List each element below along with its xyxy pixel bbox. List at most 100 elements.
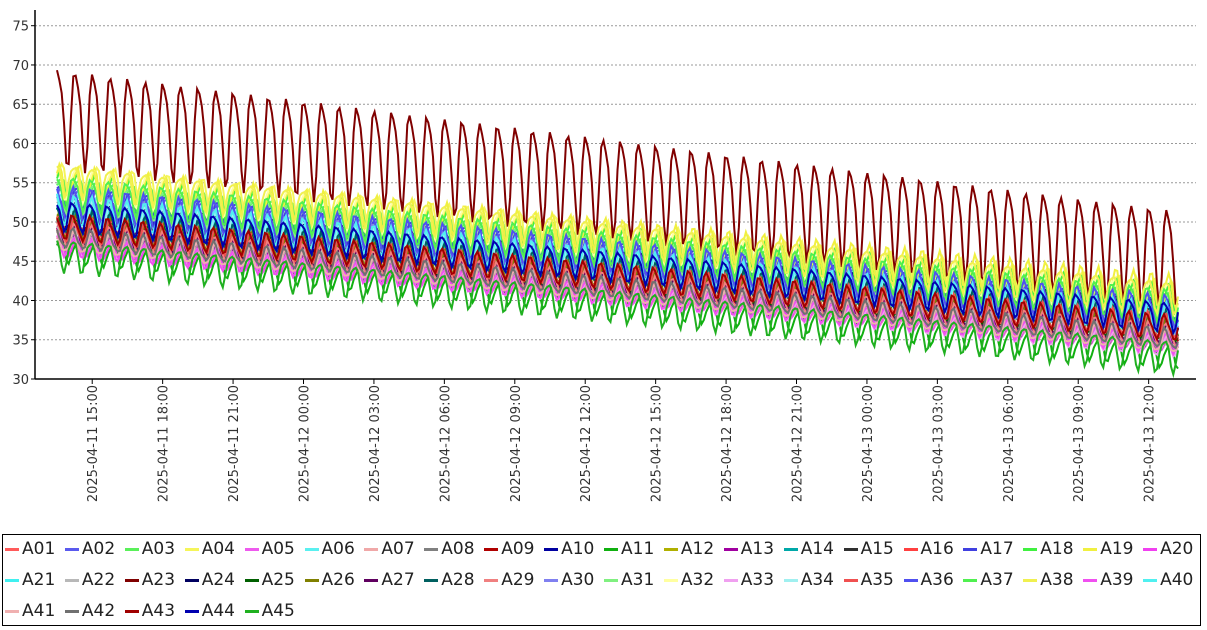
legend-swatch: [124, 578, 139, 582]
legend-item-a37: A37: [963, 570, 1014, 590]
legend-swatch: [783, 578, 798, 582]
y-tick-label: 55: [12, 177, 29, 192]
legend-label: A30: [561, 570, 595, 590]
legend-item-a21: A21: [5, 570, 55, 590]
y-tick-label: 35: [12, 334, 29, 349]
legend-swatch: [1023, 547, 1038, 551]
legend-item-a22: A22: [64, 570, 116, 590]
legend-label: A21: [22, 570, 56, 590]
legend-swatch: [304, 578, 319, 582]
y-tick-label: 45: [12, 255, 29, 270]
legend-label: A45: [261, 601, 295, 621]
series-line-a23: [56, 69, 1179, 309]
legend-item-a03: A03: [124, 539, 176, 559]
legend-item-a14: A14: [783, 539, 834, 559]
legend-swatch: [424, 547, 439, 551]
legend-label: A16: [920, 539, 954, 559]
legend-item-a33: A33: [723, 570, 775, 590]
series-line-a35: [56, 214, 1179, 341]
legend-label: A35: [860, 570, 894, 590]
legend-label: A22: [81, 570, 116, 590]
legend-label: A25: [261, 570, 295, 590]
legend-swatch: [184, 547, 199, 551]
legend-swatch: [484, 578, 499, 582]
legend-item-a39: A39: [1083, 570, 1133, 590]
legend-item-a16: A16: [903, 539, 954, 559]
legend-item-a15: A15: [843, 539, 894, 559]
legend-item-a43: A43: [124, 601, 175, 621]
x-tick-label: 2025-04-13 06:00: [1002, 385, 1017, 502]
x-tick-label: 2025-04-11 21:00: [227, 385, 242, 502]
legend-label: A37: [980, 570, 1014, 590]
legend-swatch: [604, 578, 618, 582]
axes: 30 35 40 45 50 55 60 65 70 75 2025-04-11 15:00 2025…: [12, 10, 1196, 502]
x-tick-label: 2025-04-12 18:00: [720, 385, 735, 502]
legend-item-a07: A07: [364, 539, 415, 559]
x-tick-label: 2025-04-12 15:00: [650, 385, 665, 502]
legend-item-a27: A27: [364, 570, 415, 590]
legend-item-a09: A09: [484, 539, 534, 559]
legend-item-a08: A08: [424, 539, 475, 559]
legend-swatch: [364, 547, 379, 551]
legend-item-a34: A34: [783, 570, 834, 590]
legend-swatch: [843, 578, 858, 582]
legend-swatch: [424, 578, 439, 582]
legend-item-a17: A17: [963, 539, 1014, 559]
legend-label: A33: [740, 570, 775, 590]
legend-label: A31: [621, 570, 655, 590]
y-tick-label: 30: [12, 373, 29, 388]
legend-label: A36: [920, 570, 954, 590]
legend-swatch: [963, 547, 978, 551]
legend-swatch: [244, 578, 259, 582]
legend-swatch: [1083, 547, 1098, 551]
legend-item-a32: A32: [663, 570, 715, 590]
legend-label: A28: [441, 570, 475, 590]
legend-item-a24: A24: [184, 570, 235, 590]
x-tick-label: 2025-04-12 12:00: [579, 385, 594, 502]
legend-label: A08: [441, 539, 475, 559]
x-tick-label: 2025-04-12 03:00: [368, 385, 383, 502]
legend-swatch: [5, 609, 19, 613]
legend-label: A27: [381, 570, 415, 590]
legend-label: A03: [141, 539, 176, 559]
legend-swatch: [1143, 547, 1158, 551]
legend-swatch: [184, 609, 199, 613]
x-tick-label: 2025-04-11 18:00: [157, 385, 172, 502]
legend-label: A32: [680, 570, 715, 590]
legend-item-a20: A20: [1143, 539, 1193, 559]
line-chart: 30 35 40 45 50 55 60 65 70 75 2025-04-11 15:00 2025…: [12, 10, 1196, 502]
legend-item-a44: A44: [184, 601, 235, 621]
legend-label: A15: [860, 539, 894, 559]
legend-item-a01: A01: [5, 539, 55, 559]
x-tick-label: 2025-04-13 09:00: [1072, 385, 1087, 502]
legend-label: A04: [201, 539, 235, 559]
legend-swatch: [64, 547, 79, 551]
legend-item-a30: A30: [544, 570, 594, 590]
y-tick-label: 50: [12, 216, 29, 231]
legend-item-a36: A36: [903, 570, 954, 590]
x-tick-label: 2025-04-12 21:00: [791, 385, 806, 502]
legend-swatch: [244, 547, 259, 551]
legend-label: A17: [980, 539, 1014, 559]
legend-swatch: [903, 578, 918, 582]
legend-swatch: [604, 547, 618, 551]
legend-label: A12: [680, 539, 715, 559]
legend-item-a42: A42: [64, 601, 115, 621]
legend-label: A14: [800, 539, 834, 559]
legend-swatch: [124, 609, 139, 613]
legend-label: A24: [201, 570, 235, 590]
legend-item-a29: A29: [484, 570, 534, 590]
legend-item-a23: A23: [124, 570, 175, 590]
legend-item-a13: A13: [723, 539, 774, 559]
legend-swatch: [184, 578, 199, 582]
legend-swatch: [663, 547, 678, 551]
x-tick-label: 2025-04-13 00:00: [861, 385, 876, 502]
x-tick-label: 2025-04-12 00:00: [298, 385, 313, 502]
series-lines: [56, 69, 1179, 379]
legend-swatch: [1143, 578, 1158, 582]
legend-swatch: [903, 547, 918, 551]
series-line-a42: [56, 226, 1179, 350]
legend-label: A05: [261, 539, 295, 559]
legend-item-a18: A18: [1023, 539, 1074, 559]
legend-item-a12: A12: [663, 539, 715, 559]
